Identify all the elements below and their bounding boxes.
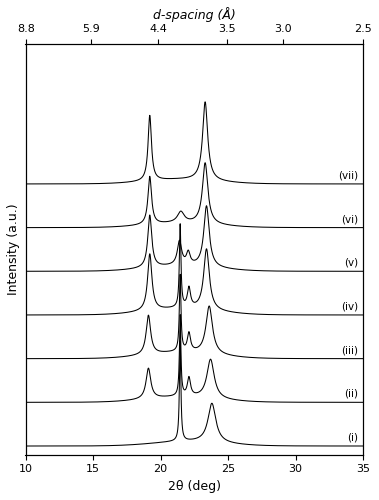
Text: (ii): (ii) xyxy=(344,389,358,399)
X-axis label: 2θ (deg): 2θ (deg) xyxy=(168,480,221,493)
Text: (vi): (vi) xyxy=(341,214,358,224)
Text: (iv): (iv) xyxy=(341,302,358,312)
X-axis label: d-spacing (Å): d-spacing (Å) xyxy=(153,7,236,22)
Text: (i): (i) xyxy=(347,432,358,442)
Text: (v): (v) xyxy=(344,258,358,268)
Text: (vii): (vii) xyxy=(338,170,358,180)
Text: (iii): (iii) xyxy=(341,345,358,355)
Y-axis label: Intensity (a.u.): Intensity (a.u.) xyxy=(7,204,20,296)
